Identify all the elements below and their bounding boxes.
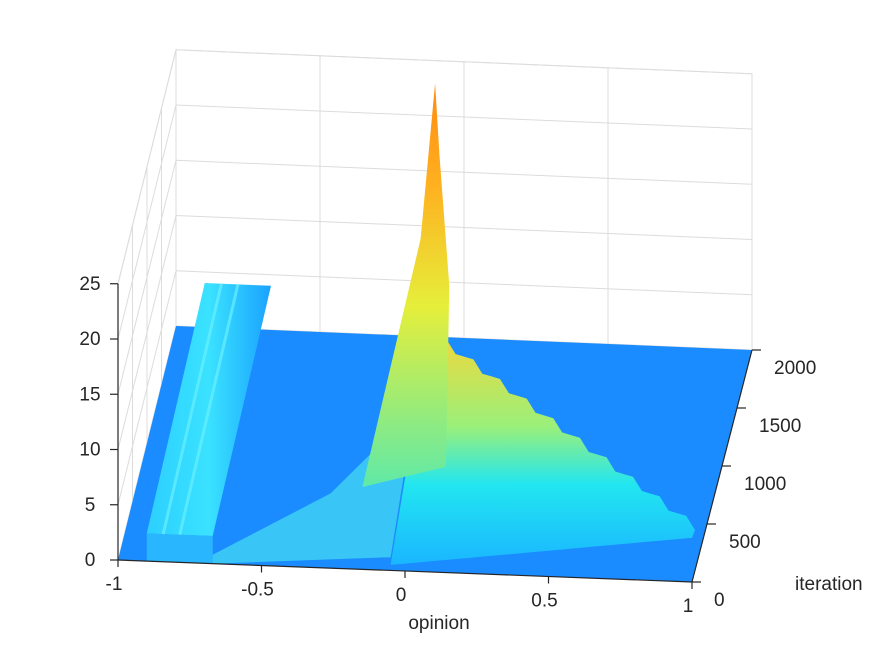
x-tick-label: 0.5 — [531, 591, 557, 612]
y-tick-label: 1500 — [759, 416, 801, 437]
grid-line-z — [117, 214, 753, 450]
grid-line-z — [117, 270, 753, 505]
y-tick-label: 2000 — [774, 358, 816, 379]
x-tick-label: -0.5 — [241, 580, 274, 601]
x-tick-label: 1 — [683, 596, 694, 617]
y-tick-label: 0 — [714, 590, 725, 611]
z-tick-label: 25 — [79, 274, 100, 295]
surface-plateau-stripe — [161, 283, 223, 535]
axes — [110, 283, 761, 589]
z-tick-label: 10 — [79, 440, 100, 461]
surface-skirt — [212, 410, 415, 564]
grid-line-z — [117, 104, 753, 340]
x-tick-label: -1 — [106, 574, 123, 595]
z-tick-label: 5 — [85, 495, 96, 516]
surface-plateau-stripe — [178, 284, 240, 536]
surface-plateau-front — [146, 533, 213, 564]
grid-line-z — [117, 159, 753, 395]
surface — [118, 83, 752, 582]
z-tick-label: 20 — [79, 329, 100, 350]
y-tick-label: 1000 — [744, 474, 786, 495]
y-tick-label: 500 — [729, 532, 761, 553]
surface-ridge — [390, 334, 695, 565]
surface-peak — [362, 83, 450, 488]
grid-line-z — [117, 49, 753, 284]
x-axis-title: opinion — [408, 613, 469, 634]
z-tick-label: 0 — [85, 550, 96, 571]
z-tick-label: 15 — [79, 384, 100, 405]
x-tick-label: 0 — [396, 585, 407, 606]
y-axis-title: iteration — [795, 574, 863, 595]
axis-labels: -1 -0.5 0 0.5 1 05001000150020000510152025opi… — [79, 274, 862, 634]
